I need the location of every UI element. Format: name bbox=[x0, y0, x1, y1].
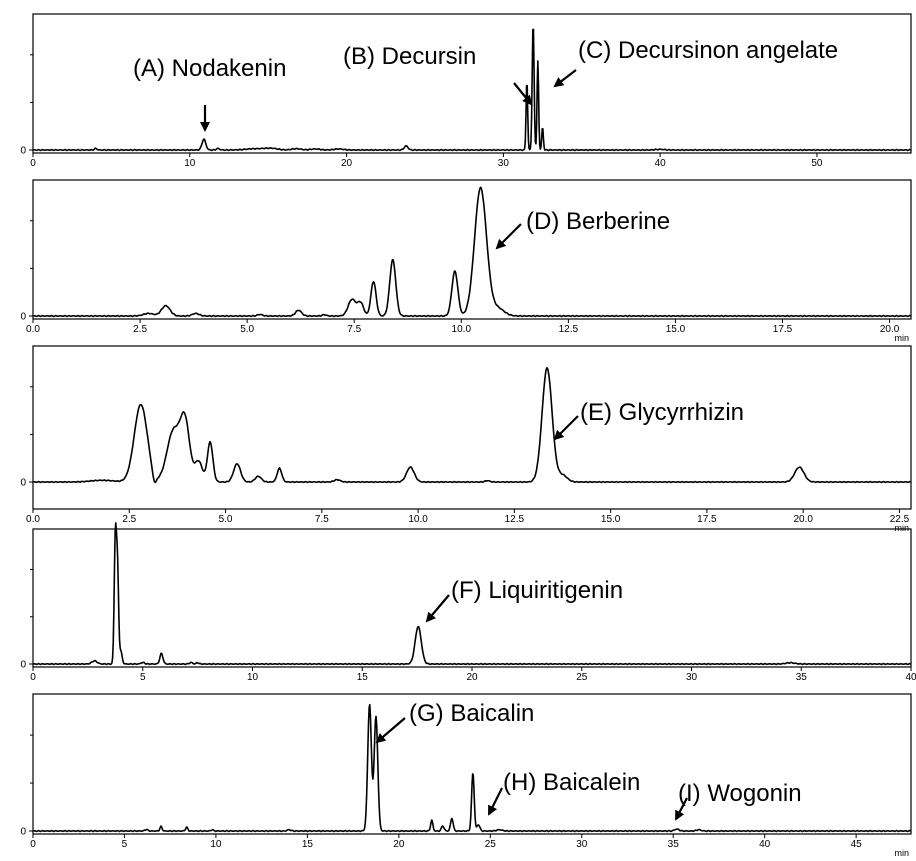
peak-annotation-label: (F) Liquiritigenin bbox=[451, 577, 623, 604]
x-tick-label: 12.5 bbox=[559, 324, 579, 335]
peak-annotation-label: (A) Nodakenin bbox=[133, 55, 286, 82]
peak-annotation-label: (H) Baicalein bbox=[503, 769, 640, 796]
x-tick-label: 22.5 bbox=[890, 514, 910, 525]
x-tick-label: 15.0 bbox=[666, 324, 686, 335]
annotation-arrow bbox=[495, 223, 522, 250]
x-tick-label: 15.0 bbox=[601, 514, 621, 525]
x-tick-label: 7.5 bbox=[347, 324, 361, 335]
x-tick-label: 40 bbox=[759, 839, 771, 850]
x-tick-label: 20.0 bbox=[880, 324, 900, 335]
x-tick-label: 15 bbox=[357, 672, 369, 683]
annotation-arrow bbox=[513, 82, 533, 106]
chromatogram-panel-2: 0.0 2.5 5.0 7.5 10.0 12.5 15.0 17.5 20.0 0 min (D) … bbox=[20, 179, 912, 343]
x-tick-label: 0 bbox=[30, 672, 36, 683]
plot-frame bbox=[32, 13, 912, 154]
x-tick-label: 40 bbox=[905, 672, 916, 683]
peak-annotation-label: (G) Baicalin bbox=[409, 700, 534, 727]
x-tick-label: 10 bbox=[210, 839, 222, 850]
x-tick-label: 10.0 bbox=[452, 324, 472, 335]
x-tick-label: 35 bbox=[796, 672, 808, 683]
x-tick-label: 0.0 bbox=[26, 514, 40, 525]
x-tick-label: 20 bbox=[466, 672, 478, 683]
x-tick-label: 0.0 bbox=[26, 324, 40, 335]
x-tick-label: 50 bbox=[811, 158, 823, 169]
chromatogram-trace bbox=[32, 186, 912, 318]
x-tick-label: 12.5 bbox=[505, 514, 525, 525]
plot-frame bbox=[32, 693, 912, 835]
annotation-arrow bbox=[425, 594, 450, 623]
peak-annotation-label: (D) Berberine bbox=[526, 208, 670, 235]
y-tick-label: 0 bbox=[20, 146, 26, 157]
x-tick-label: 25 bbox=[576, 672, 588, 683]
peak-annotation-label: (C) Decursinon angelate bbox=[578, 37, 838, 64]
x-unit-label: min bbox=[894, 848, 909, 858]
x-unit-label: min bbox=[894, 333, 909, 343]
x-tick-label: 10 bbox=[247, 672, 259, 683]
annotation-arrow bbox=[488, 787, 503, 816]
x-tick-label: 17.5 bbox=[773, 324, 793, 335]
peak-annotation-label: (E) Glycyrrhizin bbox=[580, 399, 744, 426]
x-tick-label: 20 bbox=[341, 158, 353, 169]
x-tick-label: 17.5 bbox=[697, 514, 717, 525]
x-tick-label: 5 bbox=[140, 672, 146, 683]
peak-annotation-label: (I) Wogonin bbox=[678, 780, 802, 807]
peak-annotation-label: (B) Decursin bbox=[343, 43, 476, 70]
chromatogram-panel-3: 0.0 2.5 5.0 7.5 10.0 12.5 15.0 17.5 20.0 22.5 0 min… bbox=[20, 345, 912, 533]
x-tick-label: 5.0 bbox=[240, 324, 254, 335]
chromatogram-panel-4: 0 5 10 15 20 25 30 35 40 0 (F) Liquiritigenin bbox=[20, 522, 916, 683]
x-tick-label: 45 bbox=[851, 839, 863, 850]
x-tick-label: 5.0 bbox=[219, 514, 233, 525]
x-tick-label: 15 bbox=[302, 839, 314, 850]
x-tick-label: 5 bbox=[122, 839, 128, 850]
y-tick-label: 0 bbox=[20, 312, 26, 323]
x-tick-label: 20 bbox=[393, 839, 405, 850]
x-tick-label: 35 bbox=[668, 839, 680, 850]
x-tick-label: 30 bbox=[686, 672, 698, 683]
x-tick-label: 7.5 bbox=[315, 514, 329, 525]
annotation-arrow bbox=[675, 797, 688, 821]
x-tick-label: 25 bbox=[485, 839, 497, 850]
x-tick-label: 0 bbox=[30, 158, 36, 169]
chromatogram-trace bbox=[32, 703, 912, 833]
x-tick-label: 2.5 bbox=[122, 514, 136, 525]
chromatogram-trace bbox=[32, 367, 912, 484]
x-tick-label: 0 bbox=[30, 839, 36, 850]
x-tick-label: 40 bbox=[655, 158, 667, 169]
chromatogram-trace bbox=[32, 28, 912, 152]
x-tick-label: 30 bbox=[576, 839, 588, 850]
plot-frame bbox=[32, 179, 912, 320]
y-tick-label: 0 bbox=[20, 660, 26, 671]
plot-frame bbox=[32, 345, 912, 510]
y-tick-label: 0 bbox=[20, 827, 26, 838]
annotation-arrow bbox=[553, 69, 577, 88]
annotation-arrow bbox=[375, 717, 406, 744]
x-tick-label: 10 bbox=[184, 158, 196, 169]
x-tick-label: 30 bbox=[498, 158, 510, 169]
x-tick-label: 10.0 bbox=[408, 514, 428, 525]
chromatogram-trace bbox=[32, 522, 912, 666]
chromatogram-panel-5: 0 5 10 15 20 25 30 35 40 45 0 min (G) Baicalin (H) Ba… bbox=[20, 693, 912, 858]
chromatogram-panel-1: 0 10 20 30 40 50 0 (A) Nodakenin (B) Decursin (C)… bbox=[20, 13, 912, 169]
y-tick-label: 0 bbox=[20, 478, 26, 489]
x-tick-label: 20.0 bbox=[793, 514, 813, 525]
x-unit-label: min bbox=[894, 523, 909, 533]
x-tick-label: 2.5 bbox=[133, 324, 147, 335]
annotation-arrow bbox=[553, 415, 579, 441]
